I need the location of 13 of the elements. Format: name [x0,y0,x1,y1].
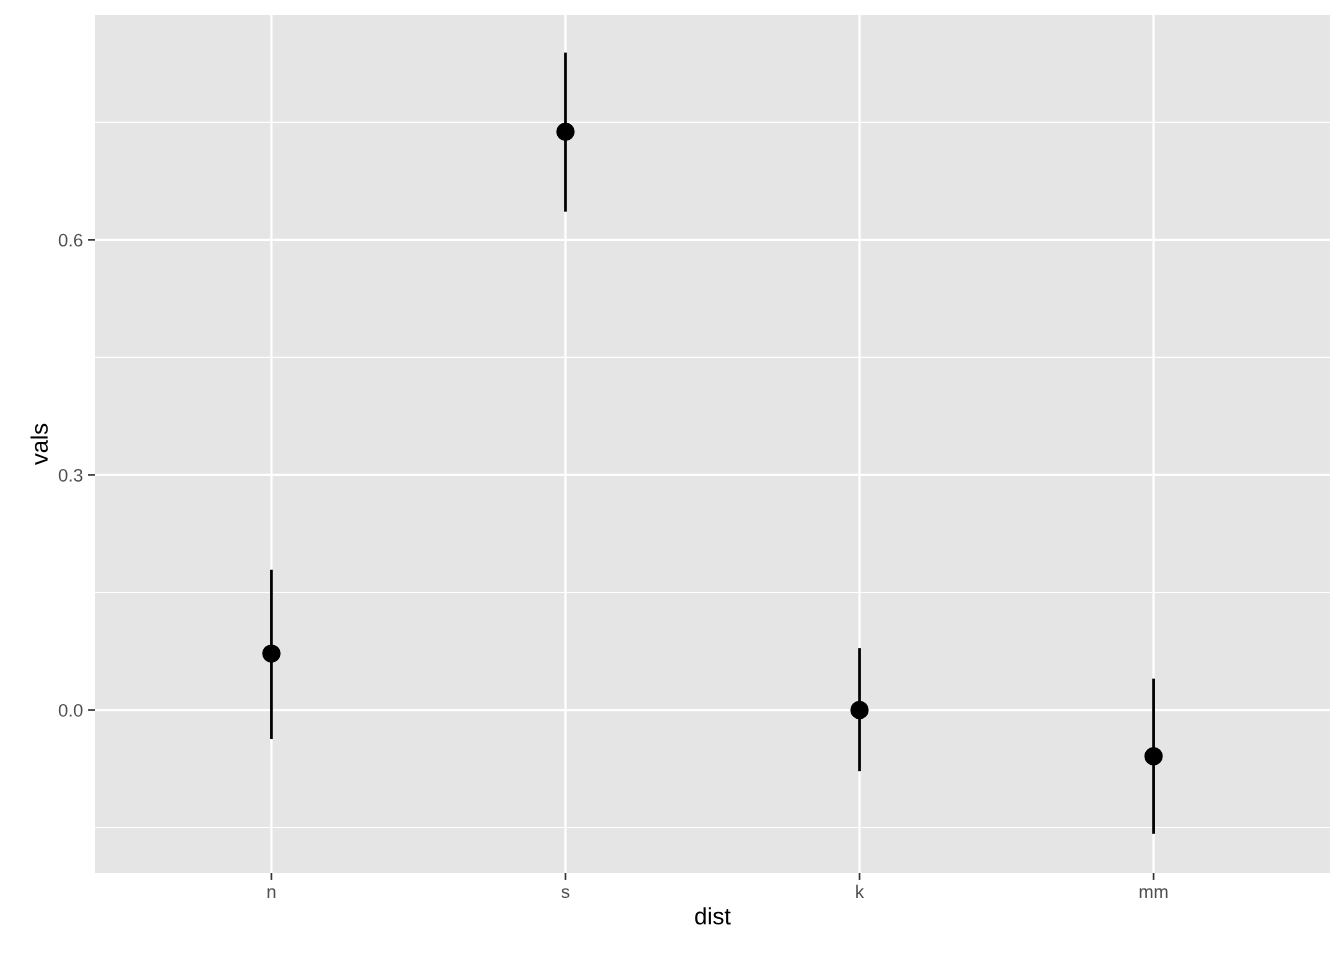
y-tick-label: 0.0 [58,703,83,717]
x-tick-label: n [267,888,276,898]
y-tick-label: 0.6 [58,233,83,247]
point [556,122,575,141]
y-axis-title: vals [30,423,48,465]
y-tick-label: 0.3 [58,468,83,482]
x-axis-title: dist [695,907,731,925]
point [262,644,281,663]
x-tick-label: k [856,884,865,898]
point [850,700,869,720]
x-tick-label: s [561,888,570,899]
x-tick-label: mm [1139,888,1168,898]
point [1144,747,1163,766]
